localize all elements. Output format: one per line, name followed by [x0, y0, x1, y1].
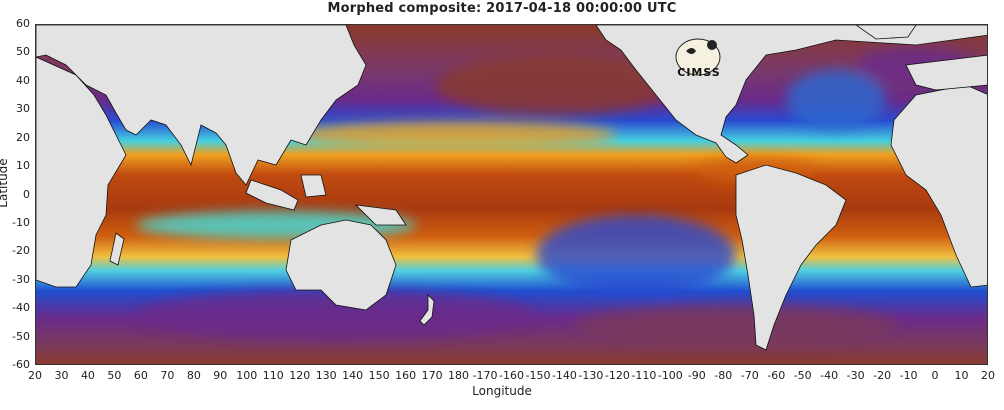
- lon-tick-label: 170: [421, 369, 443, 382]
- lat-tick-label: -50: [12, 329, 30, 343]
- land-borneo: [300, 174, 327, 198]
- land-south-america: [735, 164, 847, 351]
- lon-tick-label: -110: [631, 369, 657, 382]
- land-greenland: [855, 25, 917, 40]
- lon-tick-label: -80: [714, 369, 733, 382]
- lon-tick-label: 40: [80, 369, 95, 382]
- lat-tick-label: -20: [12, 244, 30, 258]
- lat-tick-label: 30: [16, 102, 30, 116]
- land-madagascar: [109, 232, 125, 266]
- chart-title: Morphed composite: 2017-04-18 00:00:00 U…: [327, 1, 677, 16]
- lon-tick-label: 80: [186, 369, 201, 382]
- land-new-zealand: [419, 294, 435, 326]
- lon-tick-label: -120: [604, 369, 630, 382]
- land-eurasia: [36, 25, 367, 186]
- lon-tick-label: -130: [578, 369, 604, 382]
- lon-tick-label: -170: [472, 369, 498, 382]
- land-africa: [36, 56, 127, 288]
- lat-tick-label: -60: [12, 358, 30, 371]
- lon-tick-label: 90: [213, 369, 228, 382]
- lon-tick-label: -90: [687, 369, 706, 382]
- lat-tick-label: -30: [12, 272, 30, 286]
- lon-tick-label: -160: [499, 369, 524, 382]
- lon-tick-label: 140: [342, 369, 364, 382]
- land-australia: [285, 219, 397, 311]
- lon-tick-label: 70: [160, 369, 175, 382]
- lon-tick-label: 50: [107, 369, 122, 382]
- lat-tick-label: -40: [12, 301, 30, 315]
- lon-tick-label: -50: [793, 369, 812, 382]
- lon-tick-label: 0: [931, 369, 939, 382]
- lon-tick-label: 180: [448, 369, 470, 382]
- lon-tick-label: 20: [28, 369, 42, 382]
- lon-tick-label: -30: [846, 369, 865, 382]
- lat-tick-label: 20: [16, 130, 30, 144]
- lon-tick-label: 110: [262, 369, 284, 382]
- lon-tick-label: 120: [289, 369, 311, 382]
- lon-tick-label: 10: [954, 369, 969, 382]
- lon-tick-label: 150: [368, 369, 390, 382]
- lon-tick-label: -40: [820, 369, 839, 382]
- lon-tick-label: -100: [657, 369, 683, 382]
- lon-tick-label: 100: [236, 369, 258, 382]
- lon-tick-label: -60: [767, 369, 786, 382]
- lat-tick-label: 0: [23, 187, 30, 201]
- lon-tick-label: -150: [525, 369, 551, 382]
- map-plot-area[interactable]: [35, 24, 988, 365]
- lon-tick-label: 20: [981, 369, 995, 382]
- cimss-logo-text: CIMSS: [677, 66, 721, 79]
- lat-tick-label: 60: [16, 17, 30, 30]
- lon-tick-label: -140: [551, 369, 577, 382]
- lat-tick-label: 40: [16, 73, 30, 87]
- land-africa-east-repeat: [890, 84, 987, 288]
- lon-tick-label: -20: [873, 369, 892, 382]
- land-indonesia: [245, 179, 299, 211]
- lon-tick-label: 130: [315, 369, 337, 382]
- lon-tick-label: -70: [740, 369, 759, 382]
- lon-tick-label: -10: [899, 369, 918, 382]
- lon-tick-label: 160: [395, 369, 417, 382]
- land-europe: [905, 54, 987, 91]
- x-axis-label: Longitude: [472, 384, 532, 398]
- cimss-logo: [668, 35, 728, 79]
- land-new-guinea: [354, 204, 407, 226]
- lon-tick-label: 30: [54, 369, 69, 382]
- tpw-composite-map: [36, 25, 987, 364]
- lat-tick-label: 50: [16, 45, 30, 59]
- lat-tick-label: -10: [12, 215, 30, 229]
- lon-tick-label: 60: [133, 369, 148, 382]
- lat-tick-label: 10: [16, 159, 30, 173]
